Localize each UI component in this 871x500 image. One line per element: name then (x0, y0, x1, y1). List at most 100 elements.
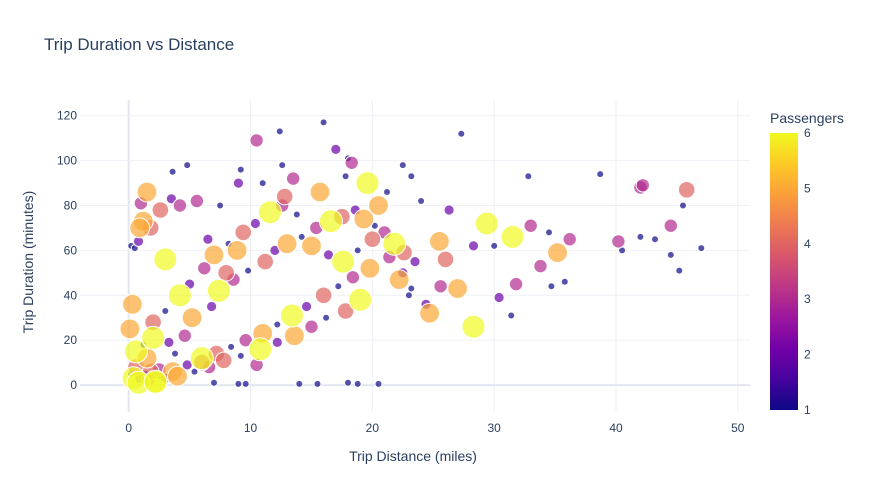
data-point (286, 171, 301, 186)
data-point (596, 170, 605, 179)
data-point (304, 319, 319, 334)
data-point (331, 249, 356, 274)
data-point (129, 217, 151, 239)
data-point (141, 325, 166, 350)
data-point (165, 193, 177, 205)
colorbar-tick-label: 2 (804, 348, 811, 362)
data-point (181, 307, 203, 329)
data-point (334, 282, 343, 291)
x-tick-label: 20 (366, 421, 380, 435)
x-tick-label: 30 (488, 421, 502, 435)
data-point (344, 378, 352, 387)
data-point (234, 223, 252, 242)
data-point (447, 278, 469, 299)
data-point (666, 250, 675, 259)
y-tick-label: 60 (64, 243, 78, 257)
data-point (172, 198, 188, 213)
data-point (636, 232, 645, 241)
data-point (284, 325, 305, 347)
y-axis-ticks: 0 20 40 60 80 100 120 (57, 109, 77, 392)
data-point (280, 303, 304, 328)
data-point (407, 172, 416, 181)
data-point (419, 302, 441, 324)
data-point (635, 178, 650, 193)
data-point (677, 181, 696, 199)
x-axis-title: Trip Distance (miles) (349, 448, 477, 464)
colorbar-ticks: 1 2 3 4 5 6 (804, 126, 811, 417)
data-point (348, 287, 373, 312)
data-point (168, 167, 177, 176)
data-point (359, 257, 381, 279)
data-point (353, 379, 362, 388)
data-point (163, 336, 175, 348)
data-point (203, 244, 225, 266)
data-point (292, 210, 301, 219)
data-point (533, 258, 548, 274)
data-point (382, 231, 407, 256)
data-point (547, 282, 556, 291)
data-point (202, 233, 214, 245)
data-point (345, 270, 361, 285)
data-point (663, 218, 678, 233)
data-point (490, 241, 499, 250)
data-point (301, 235, 322, 257)
data-point (433, 279, 448, 294)
data-point (341, 172, 350, 181)
data-point (236, 351, 245, 360)
data-point (309, 181, 331, 203)
data-point (355, 171, 380, 196)
data-point (226, 240, 248, 261)
data-point (183, 161, 192, 170)
data-point (190, 367, 199, 376)
data-point (651, 235, 659, 244)
data-point (189, 193, 205, 209)
x-axis-ticks: 0 10 20 30 40 50 (125, 421, 744, 435)
colorbar-tick-label: 4 (804, 237, 811, 251)
data-point (388, 269, 410, 291)
data-point (318, 209, 343, 234)
data-point (244, 266, 253, 275)
data-point (562, 232, 577, 247)
data-points (119, 118, 706, 395)
data-point (560, 277, 569, 286)
y-axis-title: Trip Duration (minutes) (20, 191, 36, 334)
data-point (275, 127, 284, 136)
data-point (217, 264, 235, 282)
data-point (467, 240, 480, 252)
data-point (313, 379, 322, 388)
x-tick-label: 0 (125, 421, 132, 435)
colorbar-tick-label: 3 (804, 292, 811, 306)
data-point (236, 165, 245, 174)
data-point (675, 266, 684, 275)
x-tick-label: 40 (609, 421, 623, 435)
data-point (443, 204, 455, 216)
data-point (206, 278, 231, 303)
data-point (256, 252, 275, 271)
data-point (679, 201, 687, 210)
data-point (189, 346, 214, 371)
data-point (153, 247, 178, 272)
data-point (210, 378, 218, 387)
x-tick-label: 10 (244, 421, 258, 435)
data-point (275, 187, 294, 206)
data-point (227, 342, 236, 351)
colorbar-gradient (770, 133, 798, 410)
data-point (271, 336, 283, 348)
data-point (278, 161, 287, 170)
data-point (368, 195, 389, 216)
data-point (461, 314, 486, 339)
data-point (249, 133, 264, 148)
data-point (249, 217, 261, 230)
data-point (124, 339, 148, 364)
y-tick-label: 40 (64, 288, 78, 302)
data-point (404, 291, 413, 300)
data-point (206, 300, 218, 313)
data-point (374, 379, 383, 388)
colorbar-tick-label: 6 (804, 126, 811, 140)
data-point (297, 232, 306, 241)
data-point (330, 143, 342, 155)
data-point (214, 351, 233, 370)
data-point (177, 328, 193, 343)
data-point (161, 307, 170, 315)
